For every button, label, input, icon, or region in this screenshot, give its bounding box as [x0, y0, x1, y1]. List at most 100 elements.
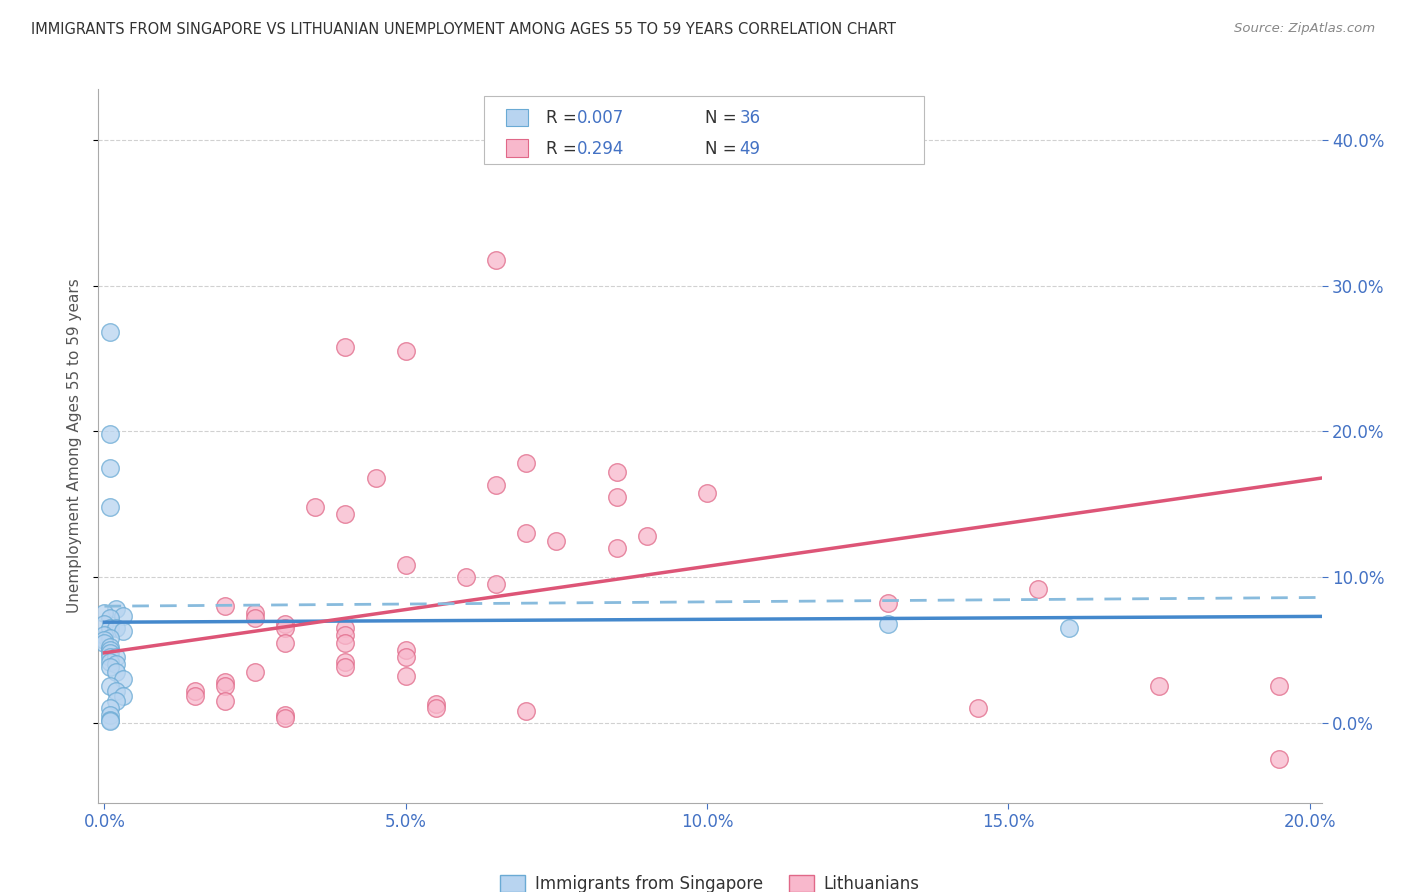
Point [100, 714, 122, 729]
Point [100, 646, 122, 660]
Point [967, 701, 990, 715]
Point [100, 713, 122, 727]
Point [1268, 679, 1291, 693]
Legend: Immigrants from Singapore, Lithuanians: Immigrants from Singapore, Lithuanians [494, 868, 927, 892]
Point [335, 621, 357, 635]
Point [485, 478, 508, 492]
Point [214, 679, 236, 693]
Point [214, 694, 236, 708]
Point [100, 708, 122, 723]
Point [454, 570, 477, 584]
Point [335, 628, 357, 642]
Point [100, 427, 122, 442]
Point [274, 635, 297, 649]
Point [93, 635, 115, 649]
Text: Source: ZipAtlas.com: Source: ZipAtlas.com [1234, 22, 1375, 36]
Point [100, 650, 122, 665]
Point [395, 344, 418, 359]
Point [395, 643, 418, 657]
Point [111, 672, 134, 686]
Text: N =: N = [706, 109, 737, 127]
Point [636, 529, 658, 543]
Point [335, 508, 357, 522]
Point [274, 616, 297, 631]
Point [93, 628, 115, 642]
Point [395, 558, 418, 573]
Point [274, 708, 297, 723]
Point [425, 697, 447, 711]
Point [214, 674, 236, 689]
Point [335, 340, 357, 354]
Point [485, 252, 508, 267]
Point [364, 471, 387, 485]
Point [184, 683, 207, 698]
Point [93, 616, 115, 631]
Point [485, 577, 508, 591]
Point [100, 326, 122, 340]
Point [1268, 752, 1291, 766]
Point [100, 621, 122, 635]
Point [105, 657, 128, 672]
Point [1147, 679, 1170, 693]
Point [105, 621, 128, 635]
Point [606, 490, 628, 504]
Point [93, 607, 115, 621]
Point [696, 485, 718, 500]
Point [100, 643, 122, 657]
Point [100, 611, 122, 625]
Point [111, 624, 134, 638]
Point [515, 457, 537, 471]
Point [214, 599, 236, 614]
Point [274, 711, 297, 725]
Point [274, 621, 297, 635]
Point [93, 632, 115, 647]
Point [425, 701, 447, 715]
Point [243, 607, 266, 621]
Point [105, 602, 128, 616]
Point [876, 596, 898, 610]
FancyBboxPatch shape [506, 109, 527, 127]
Point [606, 465, 628, 479]
Point [105, 665, 128, 679]
Point [1057, 621, 1080, 635]
Point [100, 660, 122, 674]
FancyBboxPatch shape [484, 96, 924, 164]
Point [1028, 582, 1050, 596]
Point [111, 609, 134, 624]
Point [515, 526, 537, 541]
Point [515, 704, 537, 718]
Text: R =: R = [546, 140, 576, 158]
Text: R =: R = [546, 109, 576, 127]
Point [105, 683, 128, 698]
Text: IMMIGRANTS FROM SINGAPORE VS LITHUANIAN UNEMPLOYMENT AMONG AGES 55 TO 59 YEARS C: IMMIGRANTS FROM SINGAPORE VS LITHUANIAN … [31, 22, 896, 37]
Text: 49: 49 [740, 140, 761, 158]
Text: 36: 36 [740, 109, 761, 127]
Point [243, 611, 266, 625]
Point [546, 533, 568, 548]
Point [335, 655, 357, 669]
Point [100, 701, 122, 715]
Point [105, 650, 128, 665]
Point [184, 690, 207, 704]
Point [876, 616, 898, 631]
Point [100, 679, 122, 693]
FancyBboxPatch shape [506, 139, 527, 157]
Point [105, 694, 128, 708]
Point [111, 690, 134, 704]
Point [335, 660, 357, 674]
Point [100, 655, 122, 669]
Text: 0.007: 0.007 [576, 109, 624, 127]
Point [606, 541, 628, 555]
Point [100, 500, 122, 515]
Point [395, 650, 418, 665]
Point [100, 460, 122, 475]
Text: 0.294: 0.294 [576, 140, 624, 158]
Text: N =: N = [706, 140, 737, 158]
Point [335, 635, 357, 649]
Point [395, 669, 418, 683]
Y-axis label: Unemployment Among Ages 55 to 59 years: Unemployment Among Ages 55 to 59 years [67, 278, 83, 614]
Point [243, 665, 266, 679]
Point [100, 632, 122, 646]
Point [304, 500, 326, 515]
Point [100, 640, 122, 654]
